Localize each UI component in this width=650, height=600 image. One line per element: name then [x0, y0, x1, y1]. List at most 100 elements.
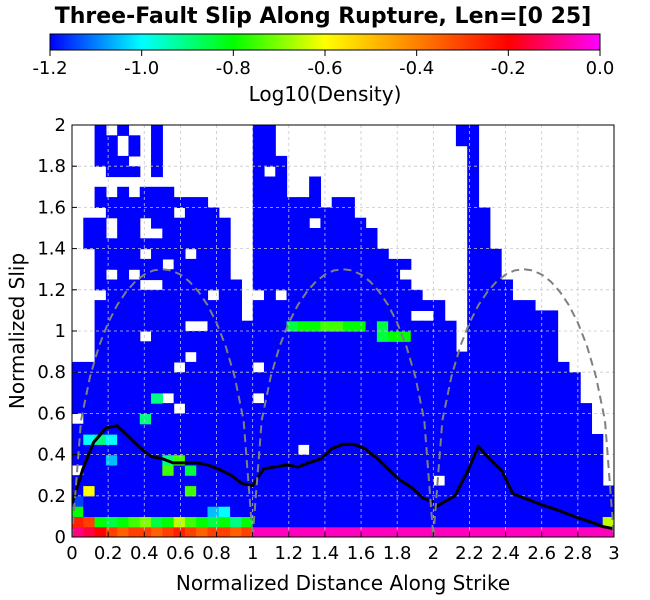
density-cell — [489, 392, 502, 404]
density-cell — [354, 506, 367, 517]
density-cell — [331, 258, 344, 270]
density-cell — [94, 145, 107, 157]
density-cell — [376, 403, 389, 414]
density-cell — [388, 382, 401, 394]
density-cell — [252, 145, 265, 157]
density-cell — [207, 464, 220, 476]
density-cell — [331, 382, 344, 394]
density-cell — [433, 516, 446, 528]
density-cell — [151, 361, 163, 373]
density-cell — [230, 289, 242, 301]
density-cell — [433, 526, 446, 537]
density-cell — [151, 382, 163, 394]
density-cell — [523, 320, 536, 332]
x-tick-label: 0 — [66, 543, 77, 564]
density-cell — [444, 341, 457, 353]
density-cell — [501, 341, 513, 353]
density-cell — [365, 341, 378, 353]
density-cell — [309, 403, 322, 414]
density-cell — [196, 506, 209, 517]
density-cell — [275, 506, 288, 517]
density-cell — [297, 423, 310, 435]
density-cell — [478, 526, 491, 537]
density-cell — [94, 269, 107, 281]
density-cell — [83, 454, 96, 466]
density-cell — [388, 464, 401, 476]
density-cell — [354, 516, 367, 528]
density-cell — [263, 248, 276, 260]
density-cell — [263, 176, 276, 188]
x-tick-label: 1.6 — [347, 543, 376, 564]
density-cell — [151, 135, 163, 147]
density-cell — [162, 403, 175, 414]
density-cell — [196, 495, 209, 507]
density-cell — [286, 331, 299, 342]
density-cell — [546, 444, 559, 456]
density-cell — [568, 495, 581, 507]
density-cell — [580, 423, 593, 435]
density-cell — [467, 434, 480, 445]
density-cell — [218, 382, 231, 394]
density-cell — [297, 392, 310, 404]
density-cell — [365, 392, 378, 404]
density-cell — [523, 516, 536, 528]
density-cell — [151, 269, 163, 281]
density-cell — [489, 300, 502, 311]
density-cell — [83, 495, 96, 507]
density-cell — [184, 197, 197, 208]
density-cell — [173, 516, 186, 528]
density-cell — [275, 341, 288, 353]
density-cell — [128, 526, 141, 537]
density-cell — [422, 392, 434, 404]
density-cell — [501, 361, 513, 373]
density-cell — [343, 526, 355, 537]
density-cell — [467, 217, 480, 229]
density-cell — [83, 228, 96, 239]
density-cell — [252, 269, 265, 281]
density-cell — [331, 228, 344, 239]
density-cell — [263, 392, 276, 404]
density-cell — [365, 403, 378, 414]
density-cell — [523, 392, 536, 404]
density-cell — [275, 485, 288, 497]
density-cell — [173, 392, 186, 404]
density-cell — [376, 372, 389, 384]
density-cell — [207, 258, 220, 270]
density-cell — [354, 217, 367, 229]
density-cell — [534, 403, 547, 414]
density-cell — [568, 434, 581, 445]
density-cell — [388, 423, 401, 435]
density-cell — [184, 341, 197, 353]
density-cell — [399, 341, 412, 353]
density-cell — [546, 382, 559, 394]
density-cell — [94, 444, 107, 456]
density-cell — [331, 197, 344, 208]
density-cell — [410, 434, 423, 445]
density-cell — [467, 485, 480, 497]
density-cell — [275, 526, 288, 537]
density-cell — [580, 475, 593, 487]
density-cell — [309, 341, 322, 353]
density-cell — [162, 207, 175, 219]
density-cell — [534, 464, 547, 476]
density-cell — [512, 423, 525, 435]
density-cell — [83, 485, 96, 497]
density-cell — [218, 372, 231, 384]
density-cell — [309, 434, 322, 445]
density-cell — [105, 392, 118, 404]
density-cell — [568, 526, 581, 537]
density-cell — [173, 372, 186, 384]
density-cell — [478, 320, 491, 332]
density-cell — [557, 361, 570, 373]
density-cell — [252, 382, 265, 394]
density-cell — [151, 248, 163, 260]
density-cell — [580, 485, 593, 497]
density-cell — [309, 310, 322, 322]
density-cell — [478, 423, 491, 435]
density-cell — [501, 454, 513, 466]
density-cell — [501, 320, 513, 332]
density-cell — [478, 207, 491, 219]
density-cell — [478, 351, 491, 363]
density-cell — [263, 516, 276, 528]
density-cell — [489, 495, 502, 507]
